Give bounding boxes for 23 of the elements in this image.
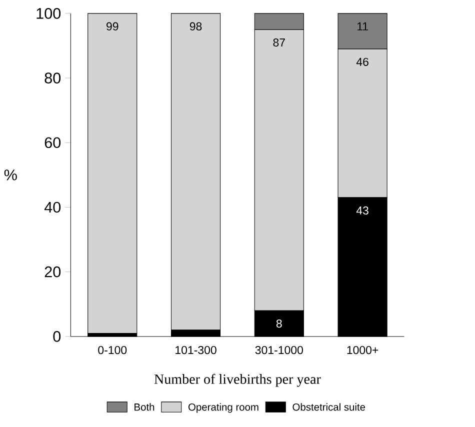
data-label: 11 bbox=[357, 22, 368, 30]
x-axis-title: Number of livebirths per year bbox=[154, 374, 321, 387]
x-tick-label: 101-300 bbox=[176, 346, 216, 354]
data-label: 46 bbox=[356, 58, 368, 66]
x-tick-label: 0-100 bbox=[98, 346, 127, 354]
y-axis-title: % bbox=[4, 170, 17, 180]
y-tick-label: 20 bbox=[44, 266, 61, 278]
y-tick-label: 80 bbox=[44, 72, 61, 84]
data-label: 43 bbox=[356, 206, 368, 215]
x-tick-label: 301-1000 bbox=[255, 346, 303, 354]
data-label: 98 bbox=[190, 22, 202, 30]
y-tick-label: 40 bbox=[44, 202, 61, 213]
y-tick-label: 100 bbox=[36, 8, 61, 19]
x-tick-label: 1000+ bbox=[347, 346, 378, 354]
y-tick-label: 60 bbox=[44, 137, 61, 148]
data-label: 99 bbox=[106, 22, 118, 30]
y-tick-label: 0 bbox=[53, 331, 61, 342]
legend-label: Obstetrical suite bbox=[292, 403, 366, 411]
data-label: 8 bbox=[276, 319, 282, 328]
data-label: 87 bbox=[273, 38, 285, 47]
bar bbox=[88, 13, 138, 334]
legend-label: Operating room bbox=[188, 403, 258, 413]
legend-label: Both bbox=[134, 403, 154, 411]
